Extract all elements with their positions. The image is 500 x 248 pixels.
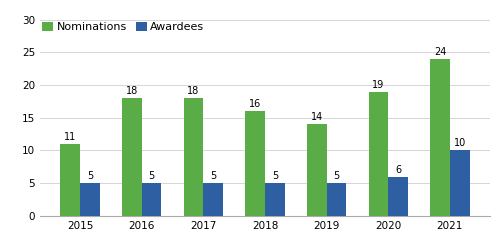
Text: 5: 5 (87, 171, 93, 181)
Bar (122, 98, 142, 216)
Text: 24: 24 (434, 47, 446, 57)
Text: 14: 14 (310, 112, 323, 122)
Text: 18: 18 (188, 86, 200, 96)
Text: 19: 19 (372, 80, 384, 90)
Bar (368, 92, 388, 216)
Text: 5: 5 (334, 171, 340, 181)
Text: 10: 10 (454, 138, 466, 149)
Bar (60, 144, 80, 216)
Bar (184, 98, 204, 216)
Bar (307, 124, 326, 216)
Bar (430, 59, 450, 216)
Text: 5: 5 (272, 171, 278, 181)
Bar (142, 183, 162, 216)
Bar (246, 111, 265, 216)
Bar (80, 183, 100, 216)
Text: 5: 5 (148, 171, 155, 181)
Legend: Nominations, Awardees: Nominations, Awardees (42, 22, 204, 32)
Text: 18: 18 (126, 86, 138, 96)
Text: 5: 5 (210, 171, 216, 181)
Bar (450, 151, 469, 216)
Bar (265, 183, 284, 216)
Text: 16: 16 (249, 99, 262, 109)
Bar (326, 183, 346, 216)
Text: 11: 11 (64, 132, 76, 142)
Bar (204, 183, 223, 216)
Text: 6: 6 (395, 165, 401, 175)
Bar (388, 177, 408, 216)
